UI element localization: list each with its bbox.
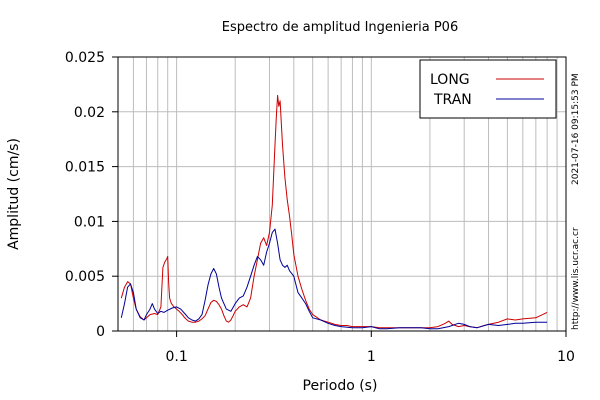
series-line-long — [120, 94, 548, 329]
x-axis-ticks: 0.1 1 10 — [165, 331, 575, 365]
y-tick-label: 0.025 — [65, 50, 105, 66]
legend: LONG TRAN — [419, 59, 557, 119]
plot-frame — [117, 56, 567, 332]
y-tick-label: 0.005 — [65, 269, 105, 285]
source-url-label: http://www.lis.ucr.ac.cr — [571, 227, 581, 330]
y-tick-label: 0.01 — [74, 214, 105, 230]
timestamp-label: 2021-07-16 09:15:53 PM — [571, 73, 581, 185]
y-axis-label: Amplitud (cm/s) — [6, 138, 22, 250]
legend-label-long: LONG — [430, 72, 470, 88]
legend-label-tran: TRAN — [433, 92, 472, 108]
x-axis-label: Periodo (s) — [303, 378, 378, 394]
x-tick-label: 0.1 — [165, 349, 187, 365]
y-tick-label: 0 — [96, 324, 105, 340]
series-layer — [120, 94, 548, 330]
legend-box — [419, 59, 557, 119]
y-tick-label: 0.02 — [74, 105, 105, 121]
series-line-tran — [120, 228, 548, 330]
y-tick-label: 0.015 — [65, 160, 105, 176]
x-tick-label: 1 — [367, 349, 376, 365]
x-tick-label: 10 — [557, 349, 575, 365]
chart-title: Espectro de amplitud Ingenieria P06 — [222, 20, 458, 35]
grid-lines — [118, 57, 566, 331]
y-axis-ticks: 0 0.005 0.01 0.015 0.02 0.025 — [65, 50, 118, 340]
